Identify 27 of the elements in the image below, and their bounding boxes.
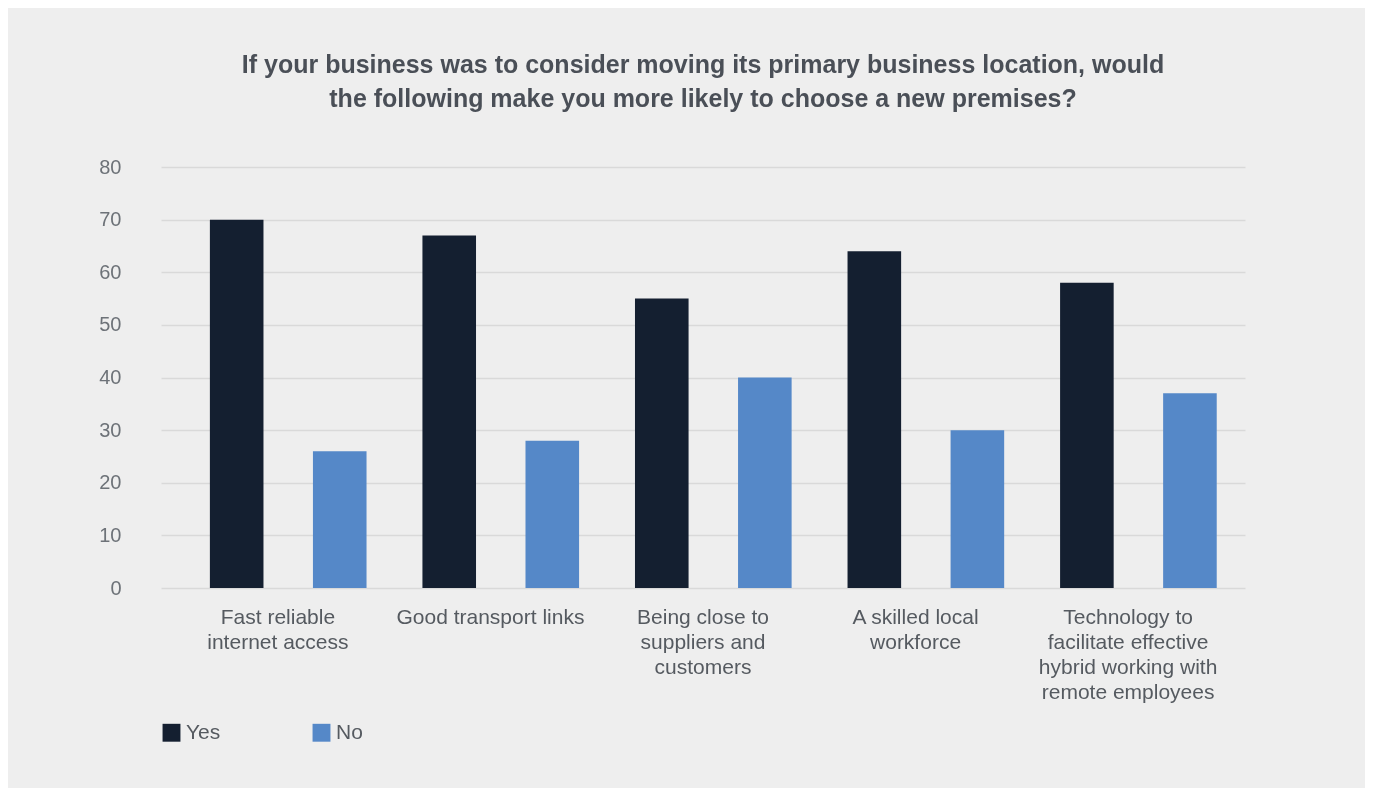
y-tick-label: 70	[99, 208, 122, 231]
y-tick-label: 60	[99, 260, 122, 283]
x-tick-label: Good transport links	[396, 604, 585, 628]
bar	[847, 251, 902, 588]
x-tick-label: Being close to suppliers and customers	[637, 604, 769, 678]
bar	[1163, 393, 1217, 588]
bar	[209, 219, 264, 588]
bar	[312, 451, 367, 588]
x-tick-label: A skilled local workforce	[852, 604, 979, 653]
legend-label: No	[336, 719, 363, 743]
y-tick-label: 10	[99, 523, 122, 546]
legend-label: Yes	[186, 719, 221, 743]
y-tick-label: 20	[99, 471, 122, 494]
bar	[1060, 282, 1114, 588]
y-tick-label: 80	[99, 155, 122, 178]
x-tick-label: Technology to facilitate effective hybrid working with remote employees	[1038, 604, 1218, 703]
y-tick-label: 0	[110, 576, 122, 599]
bar	[525, 440, 580, 588]
y-tick-label: 30	[99, 418, 122, 441]
y-tick-label: 50	[99, 313, 122, 336]
chart-title: If your business was to consider moving its primary business location, would the following make you more likely to choose a new premises?	[241, 50, 1165, 112]
bar	[738, 377, 792, 588]
bar	[634, 298, 689, 588]
bar	[422, 235, 477, 588]
bar	[950, 430, 1005, 588]
y-tick-label: 40	[99, 366, 122, 388]
x-tick-label: Fast reliable internet access	[207, 604, 349, 653]
